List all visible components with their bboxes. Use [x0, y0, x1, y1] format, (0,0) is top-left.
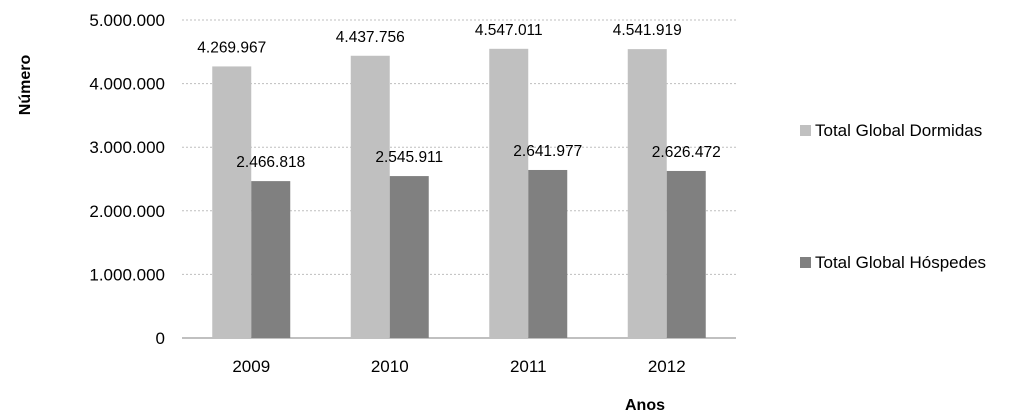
- data-label: 2.466.818: [236, 154, 305, 171]
- y-tick-label: 1.000.000: [89, 265, 165, 284]
- y-axis-ticks: 0 1.000.000 2.000.000 3.000.000 4.000.000 5.0…: [89, 11, 165, 348]
- bars: [212, 48, 706, 339]
- bar-hospedes-2011: [528, 169, 568, 338]
- data-label: 2.626.472: [652, 144, 721, 161]
- x-tick-label: 2011: [510, 357, 547, 376]
- y-tick-label: 4.000.000: [89, 75, 165, 94]
- data-label: 4.541.919: [613, 22, 682, 39]
- data-label: 4.547.011: [475, 22, 543, 39]
- bar-hospedes-2010: [389, 176, 429, 338]
- y-tick-label: 2.000.000: [89, 202, 165, 221]
- legend-swatch: [800, 257, 811, 268]
- data-label: 2.641.977: [513, 143, 582, 160]
- bar-hospedes-2009: [251, 181, 291, 338]
- legend-swatch: [800, 125, 811, 136]
- x-axis-ticks: 2009 2010 2011 2012: [232, 357, 685, 376]
- legend: Total Global Dormidas Total Global Hósped…: [800, 121, 986, 272]
- y-tick-label: 5.000.000: [89, 11, 165, 30]
- x-tick-label: 2012: [648, 357, 686, 376]
- bar-dormidas-2012: [627, 49, 667, 339]
- bar-hospedes-2012: [666, 170, 706, 338]
- bar-dormidas-2009: [212, 66, 252, 338]
- data-label: 4.437.756: [336, 29, 405, 46]
- bar-dormidas-2011: [489, 48, 529, 339]
- x-axis-title: Anos: [625, 397, 665, 414]
- y-tick-label: 3.000.000: [89, 138, 165, 157]
- y-tick-label: 0: [156, 329, 165, 348]
- bar-dormidas-2010: [350, 55, 390, 338]
- data-labels: 4.269.967 2.466.818 4.437.756 2.545.911 4.54…: [197, 22, 720, 171]
- data-label: 2.545.911: [375, 149, 443, 166]
- y-axis-title: Número: [17, 55, 34, 116]
- x-tick-label: 2009: [232, 357, 270, 376]
- x-tick-label: 2010: [371, 357, 409, 376]
- legend-label: Total Global Hóspedes: [815, 253, 986, 272]
- legend-label: Total Global Dormidas: [815, 121, 982, 140]
- data-label: 4.269.967: [197, 39, 266, 56]
